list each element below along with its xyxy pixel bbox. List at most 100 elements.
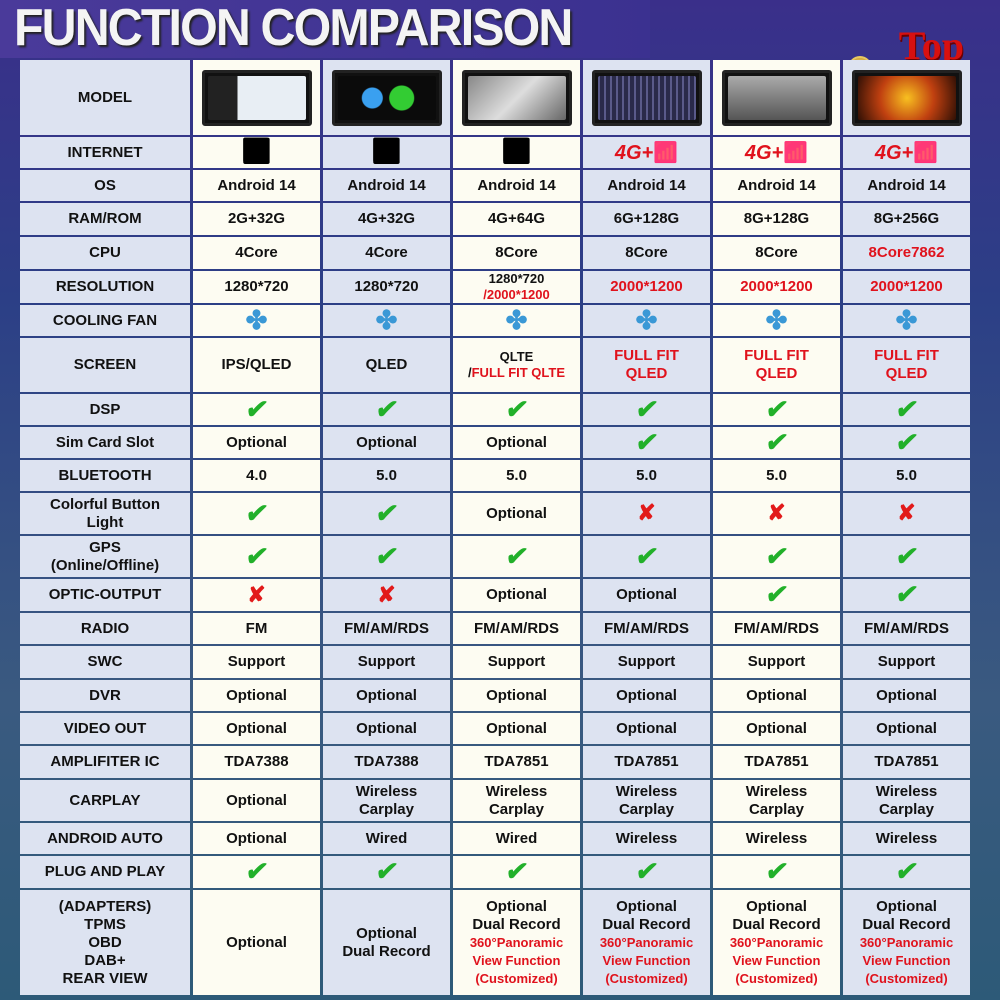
table-cell: TDA7388 — [323, 746, 450, 778]
table-cell: Wireless — [713, 823, 840, 854]
cell-text-part: 1280*720 — [488, 271, 545, 287]
cell-text: Wireless — [615, 829, 678, 847]
360-camera-thumbnail — [461, 69, 572, 126]
cell-text: Support — [357, 653, 416, 670]
table-cell: ✔ — [713, 579, 840, 611]
cell-text-part: Optional Dual Record — [732, 897, 821, 933]
row-label: Colorful Button Light — [20, 493, 190, 534]
table-cell: Optional — [193, 680, 320, 711]
check-icon: ✔ — [893, 856, 921, 887]
navigation-map-thumbnail — [201, 69, 312, 126]
check-icon: ✔ — [893, 579, 921, 610]
table-cell: Android 14 — [323, 170, 450, 201]
cell-text: 8Core — [495, 244, 538, 261]
table-cell: TDA7851 — [583, 746, 710, 778]
cell-text: 4G+64G — [487, 210, 546, 227]
table-cell: FM/AM/RDS — [713, 613, 840, 644]
table-cell: 8G+256G — [843, 203, 970, 235]
cell-text: Wireless Carplay — [355, 782, 418, 818]
table-cell: 5.0 — [843, 460, 970, 491]
check-icon: ✔ — [633, 856, 661, 887]
table-cell: Wireless Carplay — [713, 780, 840, 821]
table-cell: 5.0 — [323, 460, 450, 491]
cell-text: Wireless Carplay — [745, 782, 808, 818]
4g-wifi-icon: 4G+📶 — [745, 141, 808, 165]
table-cell: QLTE /FULL FIT QLTE — [453, 338, 580, 392]
table-cell: Wireless Carplay — [843, 780, 970, 821]
cell-text-part: 360°Panoramic View Function (Customized) — [469, 934, 564, 986]
table-cell: ✔ — [583, 856, 710, 888]
fan-icon: ✤ — [505, 304, 528, 335]
table-cell: ✔ — [193, 536, 320, 577]
table-cell: Optional — [193, 427, 320, 458]
table-cell: Optional Dual Record 360°Panoramic View … — [583, 890, 710, 995]
cross-icon: ✘ — [637, 500, 656, 526]
cell-text: Optional — [876, 686, 937, 704]
table-cell: 1280*720 — [323, 271, 450, 303]
table-cell: TDA7851 — [843, 746, 970, 778]
table-cell: Optional — [713, 713, 840, 744]
row-label: CPU — [20, 237, 190, 269]
cell-text: 4Core — [235, 244, 278, 261]
equalizer-thumbnail — [591, 69, 702, 126]
check-icon: ✔ — [763, 393, 791, 424]
cell-text: Optional — [616, 719, 677, 737]
table-cell: QLED — [323, 338, 450, 392]
title-bar — [0, 0, 650, 58]
check-icon: ✔ — [373, 540, 401, 571]
row-label: SCREEN — [20, 338, 190, 392]
movie-scene-thumbnail — [851, 69, 962, 126]
cell-text: Wireless — [875, 829, 938, 847]
table-cell: FM/AM/RDS — [843, 613, 970, 644]
check-icon: ✔ — [503, 856, 531, 887]
row-label: COOLING FAN — [20, 305, 190, 336]
table-cell: Support — [583, 646, 710, 678]
cell-text: Android 14 — [347, 176, 426, 194]
check-icon: ✔ — [763, 579, 791, 610]
cell-text: Support — [487, 653, 546, 670]
cell-text: Optional — [226, 719, 287, 737]
cell-text: QLTE /FULL FIT QLTE — [468, 349, 565, 380]
cell-text-part: 360°Panoramic View Function (Customized) — [859, 934, 954, 986]
cross-icon: ✘ — [377, 581, 396, 607]
cell-text: 5.0 — [376, 466, 397, 484]
cell-text: Wired — [495, 829, 538, 847]
table-cell: 4Core — [323, 237, 450, 269]
page-title: FUNCTION COMPARISON — [14, 0, 573, 57]
cell-text: 1280*720 — [224, 278, 289, 295]
cell-text: 8Core7862 — [868, 244, 945, 261]
cell-text: FULL FIT QLED — [744, 347, 809, 382]
cell-text: Optional — [226, 791, 287, 809]
table-cell: Optional — [323, 680, 450, 711]
cell-text: Optional — [746, 719, 807, 737]
fan-icon: ✤ — [375, 304, 398, 335]
table-cell: FM/AM/RDS — [583, 613, 710, 644]
cell-text: 1280*720 — [354, 278, 419, 295]
cell-text: Optional — [486, 719, 547, 737]
table-cell: 4Core — [193, 237, 320, 269]
table-cell: Wireless Carplay — [323, 780, 450, 821]
row-label: RESOLUTION — [20, 271, 190, 303]
table-cell: 📶 — [193, 137, 320, 168]
check-icon: ✔ — [373, 497, 401, 528]
table-cell: Optional — [713, 680, 840, 711]
cell-text: QLED — [365, 356, 408, 373]
table-cell: Wireless Carplay — [583, 780, 710, 821]
table-cell: ✘ — [193, 579, 320, 611]
cell-text: Optional Dual Record 360°Panoramic View … — [470, 898, 563, 988]
table-cell: 5.0 — [713, 460, 840, 491]
table-cell: Optional Dual Record 360°Panoramic View … — [453, 890, 580, 995]
4g-label: 4G+ — [744, 141, 784, 164]
cell-text: 5.0 — [636, 466, 657, 484]
table-cell: TDA7851 — [713, 746, 840, 778]
row-label: VIDEO OUT — [20, 713, 190, 744]
wifi-icon: 📶 — [501, 138, 532, 166]
table-cell: TDA7851 — [453, 746, 580, 778]
table-cell: Optional — [193, 713, 320, 744]
table-cell: 5.0 — [583, 460, 710, 491]
cell-text: TDA7851 — [614, 753, 679, 770]
table-cell — [713, 60, 840, 135]
cell-text: 5.0 — [766, 466, 787, 484]
table-cell: Wireless — [583, 823, 710, 854]
cell-text-part: Optional Dual Record — [602, 897, 691, 933]
